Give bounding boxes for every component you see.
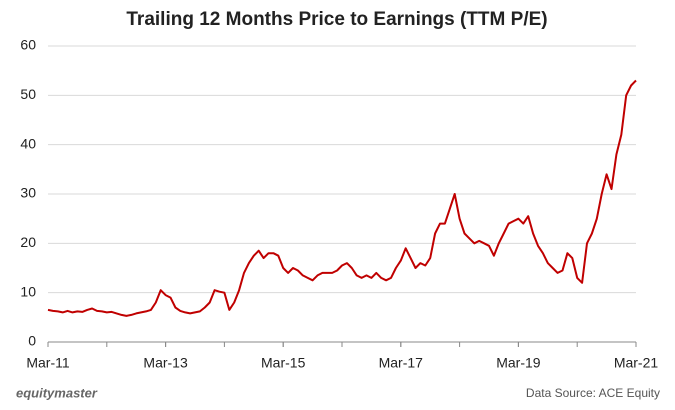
y-tick-label: 40 (20, 135, 36, 151)
x-tick-label: Mar-19 (496, 355, 541, 371)
line (47, 79, 637, 317)
x-tick-label: Mar-11 (26, 355, 70, 371)
data-source: Data Source: ACE Equity (526, 386, 660, 400)
x-tick-label: Mar-13 (143, 355, 188, 371)
y-tick-label: 10 (20, 283, 36, 299)
x-tick-label: Mar-15 (261, 355, 306, 371)
y-tick-label: 0 (28, 333, 36, 349)
y-tick-label: 50 (20, 86, 36, 102)
y-tick-label: 20 (20, 234, 36, 250)
brand: equitymaster (16, 385, 98, 400)
y-tick-label: 60 (20, 37, 36, 53)
x-tick-label: Mar-17 (379, 355, 424, 371)
x-tick-label: Mar-21 (614, 355, 659, 371)
chart-title: Trailing 12 Months Price to Earnings (TT… (126, 9, 547, 30)
y-tick-label: 30 (20, 185, 36, 201)
